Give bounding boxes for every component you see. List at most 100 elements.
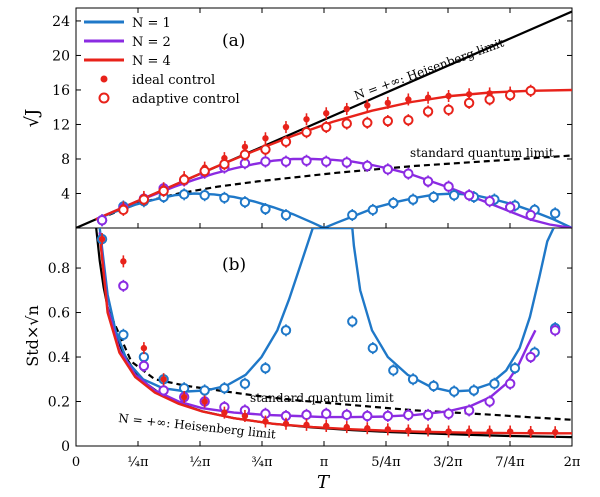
panel-b-n-4-filled-dot-point <box>303 421 310 429</box>
panel-a-y-tick-label: 24 <box>52 14 70 30</box>
panel-a-n-1-open-circle-point <box>448 190 460 201</box>
panel-b-n-4-filled-dot-point <box>384 426 392 433</box>
panel-b-n-4-filled-dot-point <box>405 427 412 434</box>
panel-a-n-1-open-circle-point <box>219 192 230 204</box>
panel-a-n-4-open-circle-point <box>504 89 516 101</box>
panel-b-n-4-filled-dot-point <box>140 344 148 352</box>
panel-b-n-4-filled-dot-point <box>282 420 290 427</box>
panel-a-n-2-open-circle-point <box>382 164 394 175</box>
panel-a-n-4-filled-dot-point <box>262 135 269 142</box>
panel-b-x-tick-label: ½π <box>189 455 211 470</box>
panel-a-sql-annotation: standard quantum limit <box>410 146 554 160</box>
panel-b-n-1-open-circle-point <box>388 365 399 376</box>
panel-b-n-1-open-circle-point <box>347 316 358 327</box>
panel-a-n-4-filled-dot-point <box>282 123 290 131</box>
panel-a-n-1-open-circle-point <box>178 189 190 200</box>
panel-b-n-1-open-circle-point <box>260 362 271 374</box>
panel-b-line-n-heisenberg-limit <box>95 228 572 439</box>
panel-b-y-tick-label: 0 <box>61 439 70 455</box>
panel-a-n-4-filled-dot-point <box>323 110 330 117</box>
panel-b-line-n-1 <box>98 228 555 393</box>
panel-a-y-tick-label: 12 <box>52 117 70 133</box>
panel-b-n-1-open-circle-point <box>428 380 439 392</box>
panel-b-markers <box>96 233 561 439</box>
panel-b-n-4-filled-dot-point <box>221 409 228 416</box>
panel-b-n-2-open-circle-point <box>403 409 414 421</box>
panel-a-n-2-open-circle-point <box>96 215 108 226</box>
panel-a-n-4-open-circle-point <box>158 185 169 197</box>
panel-b-n-1-open-circle-point <box>118 329 129 340</box>
panel-a-n-4-filled-dot-point <box>405 96 412 103</box>
legend-adaptive-control-swatch <box>98 92 110 104</box>
panel-b-n-4-filled-dot-point <box>551 429 559 436</box>
panel-b-n-1-open-circle-point <box>489 378 500 389</box>
panel-b-n-4-filled-dot-point <box>180 393 188 401</box>
panel-b-y-tick-label: 0.4 <box>48 350 70 366</box>
panel-b-n-2-open-circle-point <box>362 410 373 422</box>
panel-a-n-1-open-circle-point <box>549 208 561 219</box>
panel-b-x-tick-label: 5/4π <box>371 455 401 470</box>
panel-a-n-4-open-circle-point <box>239 149 251 160</box>
panel-a-y-tick-label: 8 <box>61 152 70 168</box>
panel-a-n-2-open-circle-point <box>463 190 475 201</box>
panel-b-n-4-filled-dot-point <box>262 418 269 425</box>
panel-b-sql-annotation: standard quantum limit <box>250 391 394 405</box>
legend-ideal-control-swatch <box>100 75 108 83</box>
panel-a-n-1-open-circle-point <box>428 191 439 203</box>
panel-b-n-2-open-circle-point <box>341 409 352 421</box>
panel-b-n-4-filled-dot-point <box>364 425 371 432</box>
panel-b-line-n-4 <box>98 234 572 435</box>
panel-a-y-tick-label: 16 <box>52 83 70 99</box>
panel-a-line-standard-quantum-limit <box>99 154 572 220</box>
panel-b-n-2-open-circle-point <box>138 360 150 372</box>
panel-b-n-2-open-circle-point <box>301 409 312 421</box>
panel-b-n-4-filled-dot-point <box>465 428 473 435</box>
panel-a-n-1-open-circle-point <box>388 197 399 209</box>
panel-b-n-2-open-circle-point <box>463 405 475 416</box>
panel-a-n-2-open-circle-point <box>280 156 292 167</box>
legend-ideal-control-label: ideal control <box>132 73 215 88</box>
panel-b-n-4-filled-dot-point <box>343 423 350 431</box>
panel-b-n-1-open-circle-point <box>239 378 251 389</box>
panel-b-n-1-open-circle-point <box>367 342 379 354</box>
panel-a-n-2-open-circle-point <box>362 160 373 172</box>
panel-b-n-1-open-circle-point <box>448 386 460 397</box>
panel-b-n-1-open-circle-point <box>219 382 230 394</box>
panel-b-heisenberg-annotation: N = +∞: Heisenberg limit <box>118 411 277 441</box>
panel-a-n-4-open-circle-point <box>443 104 454 116</box>
panel-a-n-4-open-circle-point <box>463 97 475 109</box>
panel-a-n-2-open-circle-point <box>321 156 332 167</box>
panel-a-n-4-open-circle-point <box>301 127 312 138</box>
panel-a-y-axis-label: √J <box>22 109 43 128</box>
panel-a-n-2-open-circle-point <box>301 155 312 166</box>
panel-b-n-2-open-circle-point <box>422 409 434 421</box>
panel-a-n-4-open-circle-point <box>219 158 230 170</box>
panel-b-n-4-filled-dot-point <box>323 422 330 430</box>
x-axis-label: T <box>317 472 331 493</box>
panel-a-n-2-open-circle-point <box>443 181 454 192</box>
panel-b-n-1-open-circle-point <box>280 325 292 336</box>
panel-a-label: (a) <box>222 31 245 51</box>
panel-a-n-1-open-circle-point <box>260 203 271 215</box>
panel-a-n-4-filled-dot-point <box>343 105 350 113</box>
panel-b-n-2-open-circle-point <box>504 378 516 389</box>
panel-b-y-tick-label: 0.8 <box>48 261 70 277</box>
panel-b-x-tick-label: 7/4π <box>495 455 525 470</box>
panel-b-x-tick-label: π <box>320 455 329 470</box>
panel-b-y-tick-label: 0.6 <box>48 306 70 322</box>
panel-a-n-4-filled-dot-point <box>364 102 371 109</box>
panel-b-n-4-filled-dot-point <box>506 428 514 435</box>
panel-a-n-4-filled-dot-point <box>384 99 392 107</box>
panel-b: 00.20.40.60.80 ¼π ½π ¾π π 5/4π 3/2π 7/4π 2π (b) … <box>23 227 581 493</box>
panel-a-n-4-open-circle-point <box>321 121 332 133</box>
panel-a-n-4-filled-dot-point <box>424 94 432 101</box>
panel-b-n-2-open-circle-point <box>484 396 495 407</box>
panel-b-x-tick-label: 2π <box>564 455 581 470</box>
panel-a-n-4-open-circle-point <box>118 204 129 216</box>
panel-b-n-4-filled-dot-point <box>160 376 167 383</box>
panel-a-y-tick-label: 4 <box>61 186 70 202</box>
legend-n-2-label: N = 2 <box>132 35 171 50</box>
panel-b-x-tick-label: ¾π <box>251 455 273 470</box>
